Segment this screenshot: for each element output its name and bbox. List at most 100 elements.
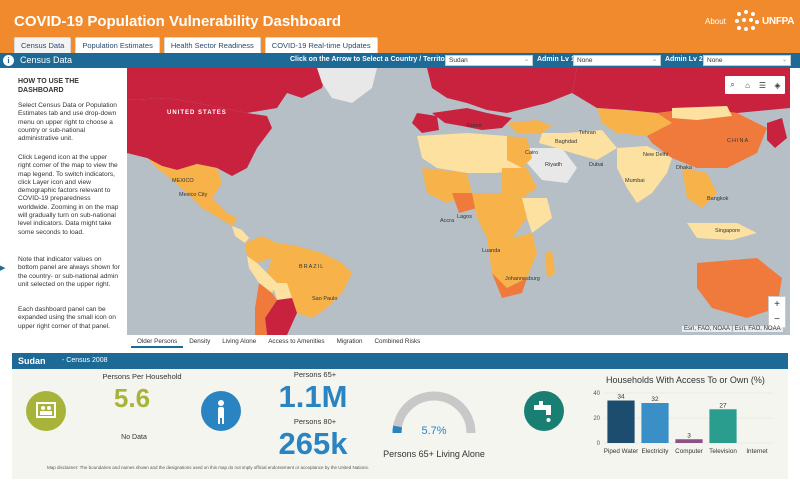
map-region-chile bbox=[255, 283, 277, 335]
admin1-label: Admin Lv 1: bbox=[537, 56, 578, 63]
chart-data-label: 3 bbox=[687, 432, 691, 439]
map-label-united-states: UNITED STATES bbox=[167, 110, 227, 116]
chart-y-tick-label: 0 bbox=[597, 441, 601, 447]
tab-older-persons[interactable]: Older Persons bbox=[131, 336, 184, 348]
chart-data-label: 27 bbox=[719, 402, 727, 409]
map-label-riyadh: Riyadh bbox=[545, 162, 563, 168]
map-region-saudi bbox=[527, 148, 577, 183]
map-label-dubai: Dubai bbox=[589, 162, 604, 168]
about-link[interactable]: About bbox=[705, 17, 726, 26]
household-value: 5.6 bbox=[113, 383, 151, 413]
tab-census-data[interactable]: Census Data bbox=[14, 37, 72, 53]
gauge-track bbox=[392, 391, 476, 434]
admin2-select-value: None bbox=[707, 57, 723, 64]
zoom-out-button[interactable]: − bbox=[774, 314, 780, 325]
water-tap-icon bbox=[524, 391, 564, 431]
map-region-japan bbox=[767, 118, 787, 148]
chart-category-label: Computer bbox=[675, 448, 703, 455]
map-region-central-africa bbox=[472, 193, 527, 238]
map-region-madagascar bbox=[545, 251, 555, 278]
census-year: - Census 2008 bbox=[62, 357, 108, 364]
home-icon[interactable]: ⌂ bbox=[745, 80, 750, 90]
map-region-mexico bbox=[147, 158, 237, 226]
map-region-kazakhstan bbox=[597, 108, 672, 136]
selection-bar: i Census Data Click on the Arrow to Sele… bbox=[0, 53, 800, 68]
chart-category-label: Electricity bbox=[642, 448, 670, 455]
no-data-label: No Data bbox=[121, 434, 147, 441]
tab-density[interactable]: Density bbox=[189, 338, 211, 345]
expand-panel-arrow-icon[interactable]: ▶ bbox=[0, 265, 6, 272]
chart-category-label: Piped Water bbox=[604, 448, 638, 455]
layers-icon[interactable]: ◈ bbox=[774, 80, 781, 90]
chart-bar[interactable] bbox=[641, 403, 669, 443]
chart-data-label: 34 bbox=[617, 394, 625, 401]
chart-y-tick-label: 40 bbox=[593, 391, 600, 397]
map-region-north-africa bbox=[417, 133, 527, 173]
map-disclaimer: Map disclaimer: The boundaries and names… bbox=[47, 465, 370, 470]
legend-icon[interactable]: ☰ bbox=[758, 80, 767, 90]
map-label-china: CHINA bbox=[727, 138, 750, 144]
persons-80-value: 265k bbox=[278, 426, 348, 461]
map-label-sao-paulo: Sao Paulo bbox=[312, 296, 338, 302]
indicator-tabs: Older Persons Density Living Alone Acces… bbox=[131, 336, 426, 348]
map-label-mexico: MEXICO bbox=[172, 178, 194, 184]
map-region-colombia bbox=[245, 236, 277, 263]
map-region-argentina bbox=[265, 298, 297, 335]
tab-health-sector-readiness[interactable]: Health Sector Readiness bbox=[163, 37, 261, 53]
map-region-iberia bbox=[412, 113, 439, 133]
tab-migration[interactable]: Migration bbox=[336, 338, 363, 345]
tab-combined-risks[interactable]: Combined Risks bbox=[374, 338, 421, 345]
map-region-peru bbox=[247, 256, 277, 293]
section-title: Census Data bbox=[20, 55, 73, 65]
how-to-paragraph-2: Click Legend icon at the upper right cor… bbox=[18, 154, 119, 236]
map-region-southern-africa bbox=[487, 233, 537, 288]
country-select-prompt: Click on the Arrow to Select a Country /… bbox=[290, 56, 454, 63]
main-tabs: Census Data Population Estimates Health … bbox=[14, 37, 378, 53]
chart-bar[interactable] bbox=[675, 439, 703, 443]
map-region-india bbox=[617, 146, 672, 203]
map-region-nigeria bbox=[452, 193, 477, 213]
country-select[interactable]: Sudan ⌄ bbox=[445, 55, 533, 66]
map-region-bolivia bbox=[272, 283, 292, 300]
tab-living-alone[interactable]: Living Alone bbox=[222, 338, 257, 345]
tab-covid-realtime-updates[interactable]: COVID-19 Real-time Updates bbox=[264, 37, 378, 53]
admin1-select[interactable]: None ⌄ bbox=[573, 55, 661, 66]
persons-80-label: Persons 80+ bbox=[293, 417, 337, 426]
unfpa-logo: UNFPA bbox=[735, 8, 795, 36]
how-to-paragraph-1: Select Census Data or Population Estimat… bbox=[18, 102, 117, 143]
gauge-fill bbox=[392, 425, 403, 434]
chevron-down-icon: ⌄ bbox=[651, 57, 657, 63]
chart-title: Households With Access To or Own (%) bbox=[606, 375, 765, 385]
chart-bar[interactable] bbox=[607, 400, 635, 444]
living-alone-value: 5.7% bbox=[421, 425, 447, 437]
info-icon[interactable]: i bbox=[3, 55, 14, 66]
zoom-control: + − bbox=[768, 296, 786, 328]
map-label-lagos: Lagos bbox=[457, 214, 472, 220]
persons-65-value: 1.1M bbox=[278, 379, 348, 414]
map-toolbar: ⌕ ⌂ ☰ ◈ bbox=[725, 76, 785, 94]
tab-access-to-amenities[interactable]: Access to Amenities bbox=[268, 338, 325, 345]
country-select-value: Sudan bbox=[449, 57, 468, 64]
search-icon[interactable]: ⌕ bbox=[730, 80, 735, 89]
country-summary-panel: Sudan - Census 2008 Persons Per Househol… bbox=[12, 353, 788, 479]
map-label-dhaka: Dhaka bbox=[676, 165, 692, 171]
map-region-turkey bbox=[507, 120, 552, 133]
how-to-paragraph-4: Each dashboard panel can be expanded usi… bbox=[18, 306, 116, 330]
chart-y-tick-label: 20 bbox=[593, 416, 600, 422]
map-region-indonesia bbox=[687, 223, 757, 240]
chart-bar[interactable] bbox=[709, 409, 737, 443]
world-map[interactable]: UNITED STATES MEXICO Mexico City BRAZIL … bbox=[127, 68, 790, 335]
map-label-singapore: Singapore bbox=[715, 228, 741, 234]
logo-dots-icon bbox=[735, 10, 761, 34]
app-header: COVID-19 Population Vulnerability Dashbo… bbox=[0, 0, 800, 53]
households-access-chart: 0 20 40 34 Piped Water 32 Electricity 3 Computer… bbox=[593, 391, 774, 455]
admin2-select[interactable]: None ⌄ bbox=[703, 55, 791, 66]
zoom-in-button[interactable]: + bbox=[774, 299, 780, 310]
tab-population-estimates[interactable]: Population Estimates bbox=[75, 37, 160, 53]
chevron-down-icon: ⌄ bbox=[781, 57, 787, 63]
map-region-iraq bbox=[539, 133, 572, 153]
map-label-brazil: BRAZIL bbox=[299, 264, 325, 270]
map-label-tehran: Tehran bbox=[579, 130, 596, 136]
chart-data-label: 32 bbox=[651, 396, 659, 403]
how-to-heading: HOW TO USE THE DASHBOARD bbox=[18, 78, 79, 94]
